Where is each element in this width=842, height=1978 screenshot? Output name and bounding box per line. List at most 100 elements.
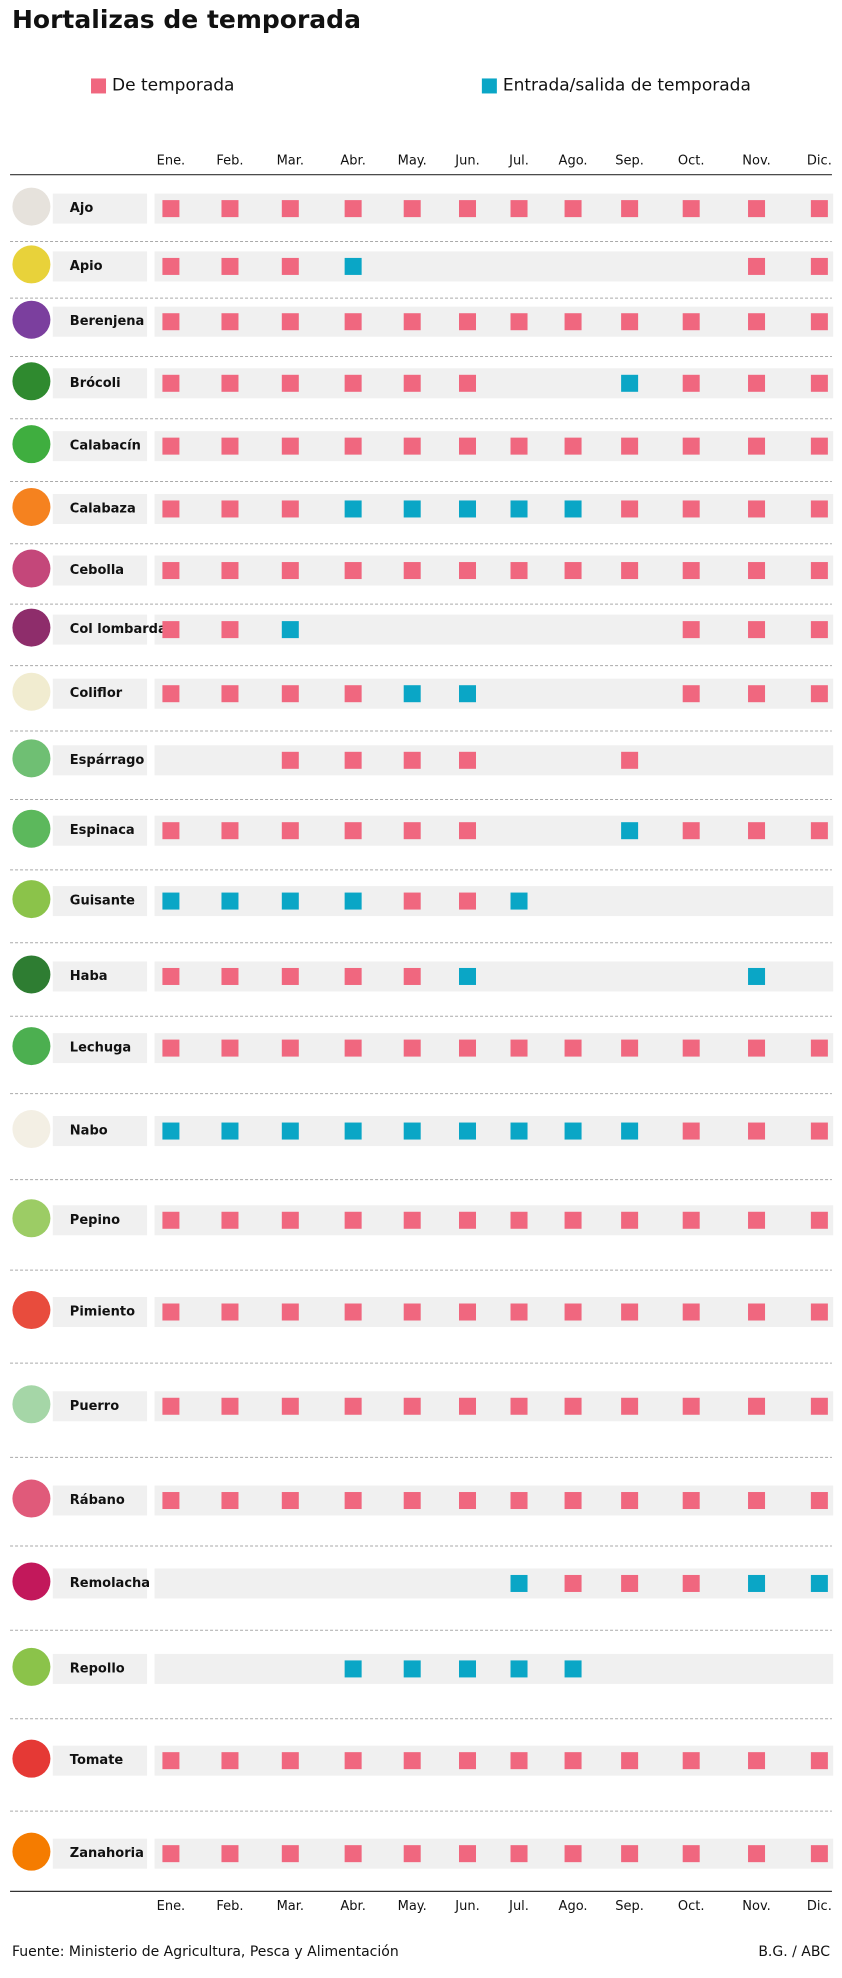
season-mark <box>162 685 180 703</box>
vegetable-name: Rábano <box>70 1493 125 1508</box>
season-mark <box>162 437 180 455</box>
month-label: Jul. <box>508 1899 529 1914</box>
season-mark <box>810 500 828 518</box>
row-band <box>154 1391 834 1422</box>
vegetable-name: Remolacha <box>70 1576 150 1591</box>
season-mark <box>458 685 476 703</box>
season-mark <box>221 200 239 218</box>
row-band <box>154 745 834 776</box>
row-band <box>154 815 834 846</box>
season-mark <box>162 1122 180 1140</box>
season-mark <box>682 1122 700 1140</box>
vegetable-name: Calabacín <box>70 439 141 454</box>
season-mark <box>221 437 239 455</box>
name-band <box>52 815 148 846</box>
season-mark <box>344 1122 362 1140</box>
season-mark <box>458 1211 476 1229</box>
season-mark <box>162 1752 180 1770</box>
source: Fuente: Ministerio de Agricultura, Pesca… <box>12 1944 399 1960</box>
season-mark <box>682 1211 700 1229</box>
vegetable-icon <box>12 1385 51 1424</box>
season-mark <box>162 257 180 275</box>
season-mark <box>344 1492 362 1510</box>
name-band <box>52 193 148 224</box>
legend-swatch <box>481 78 497 94</box>
row-band <box>154 961 834 992</box>
season-mark <box>162 200 180 218</box>
season-mark <box>564 1397 582 1415</box>
row-band <box>154 1205 834 1236</box>
season-mark <box>748 1574 766 1592</box>
season-mark <box>682 621 700 639</box>
season-mark <box>344 822 362 840</box>
season-mark <box>281 1039 299 1057</box>
season-mark <box>564 1752 582 1770</box>
season-mark <box>810 1845 828 1863</box>
vegetable-icon <box>12 608 51 647</box>
season-mark <box>748 313 766 331</box>
credit: B.G. / ABC <box>758 1944 830 1960</box>
season-mark <box>510 562 528 580</box>
season-mark <box>748 374 766 392</box>
month-label: Nov. <box>742 153 771 168</box>
season-mark <box>221 562 239 580</box>
season-mark <box>810 437 828 455</box>
season-mark <box>458 562 476 580</box>
name-band <box>52 886 148 917</box>
season-mark <box>682 500 700 518</box>
season-mark <box>510 313 528 331</box>
vegetable-name: Guisante <box>70 894 135 909</box>
season-mark <box>403 374 421 392</box>
season-mark <box>162 822 180 840</box>
season-mark <box>281 1122 299 1140</box>
season-mark <box>682 1303 700 1321</box>
month-label: Mar. <box>277 153 304 168</box>
season-mark <box>564 200 582 218</box>
season-mark <box>621 1574 639 1592</box>
vegetable-name: Zanahoria <box>70 1846 144 1861</box>
vegetable-icon <box>12 1291 51 1330</box>
season-mark <box>281 822 299 840</box>
season-mark <box>748 822 766 840</box>
season-mark <box>810 1122 828 1140</box>
season-mark <box>162 500 180 518</box>
season-mark <box>162 313 180 331</box>
name-band <box>52 1653 148 1684</box>
season-mark <box>221 374 239 392</box>
season-mark <box>810 1211 828 1229</box>
vegetable-icon <box>12 1647 51 1686</box>
season-mark <box>162 1303 180 1321</box>
season-mark <box>162 374 180 392</box>
season-mark <box>344 1660 362 1678</box>
vegetable-name: Coliflor <box>70 686 123 701</box>
season-mark <box>682 313 700 331</box>
season-mark <box>621 1303 639 1321</box>
season-mark <box>221 1752 239 1770</box>
season-mark <box>344 751 362 769</box>
season-mark <box>810 685 828 703</box>
row-band <box>154 1838 834 1869</box>
season-mark <box>458 200 476 218</box>
season-mark <box>221 257 239 275</box>
season-mark <box>682 1752 700 1770</box>
season-mark <box>403 200 421 218</box>
season-mark <box>748 1039 766 1057</box>
row-band <box>154 251 834 282</box>
season-mark <box>221 621 239 639</box>
month-label: Abr. <box>340 1899 365 1914</box>
season-mark <box>403 1492 421 1510</box>
season-mark <box>221 1122 239 1140</box>
name-band <box>52 493 148 524</box>
vegetable-name: Nabo <box>70 1124 108 1139</box>
name-band <box>52 745 148 776</box>
month-label: Jun. <box>454 1899 479 1914</box>
vegetable-icon <box>12 955 51 994</box>
season-mark <box>403 437 421 455</box>
season-mark <box>221 1303 239 1321</box>
season-mark <box>748 500 766 518</box>
season-mark <box>621 1039 639 1057</box>
season-mark <box>510 500 528 518</box>
season-mark <box>621 1492 639 1510</box>
season-mark <box>810 374 828 392</box>
season-mark <box>344 200 362 218</box>
